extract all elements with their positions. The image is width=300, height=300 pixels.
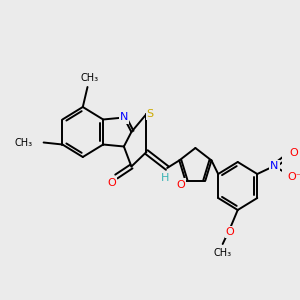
Text: N: N [120, 112, 128, 122]
Text: O: O [290, 148, 298, 158]
Text: CH₃: CH₃ [80, 73, 98, 83]
Text: CH₃: CH₃ [214, 248, 232, 258]
Text: H: H [161, 173, 170, 183]
Text: O: O [107, 178, 116, 188]
Text: S: S [147, 109, 154, 119]
Text: CH₃: CH₃ [14, 137, 32, 148]
Text: O⁻: O⁻ [288, 172, 300, 182]
Text: N: N [270, 161, 278, 171]
Text: O: O [176, 180, 185, 190]
Text: O: O [226, 227, 235, 237]
